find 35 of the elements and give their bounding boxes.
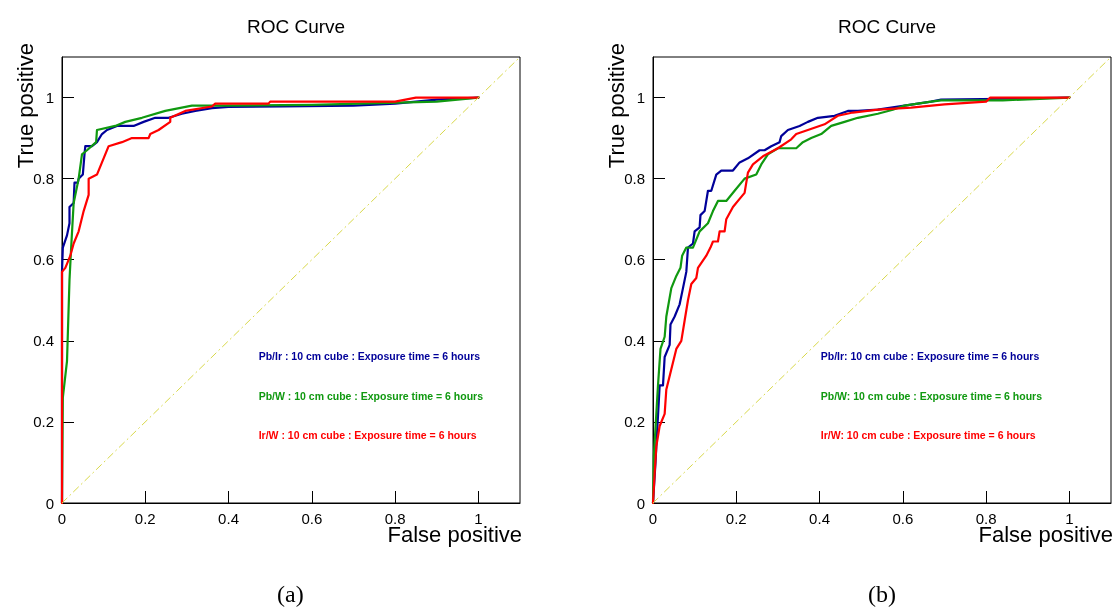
chart-title: ROC Curve [837,16,937,37]
y-axis-title: True positive [603,43,629,169]
y-tick-label: 0.2 [33,413,54,431]
x-tick-label: 0.6 [892,510,914,527]
text: Pb/W: 10 cm cube : Exposure time = 6 hours [820,389,1043,402]
x-tick-label: 0.4 [809,510,830,527]
y-tick-label: 1 [636,89,645,107]
y-tick-label: 0.6 [624,251,645,269]
x-tick-label: 0.6 [301,510,323,527]
y-tick-label: 0.4 [33,332,54,350]
y-tick-label: 0.2 [624,413,645,431]
text: Ir/W : 10 cm cube : Exposure time = 6 hours [258,429,477,441]
chart-title: ROC Curve [246,16,346,37]
x-tick-label: 0.2 [725,510,747,527]
y-tick-label: 0.6 [33,251,54,269]
text: (b) [868,581,896,607]
x-tick-label: 1 [474,510,483,527]
y-tick-label: 0.8 [33,170,54,188]
text: Pb/Ir : 10 cm cube : Exposure time = 6 hours [258,350,481,362]
text: (a) [277,581,304,607]
line-series [651,96,1071,505]
x-tick-label: 0.2 [134,510,156,527]
x-tick-label: 1 [1065,510,1074,527]
text: Pb/Ir: 10 cm cube : Exposure time = 6 hours [820,350,1040,362]
x-tick-label: 0 [57,510,67,527]
y-tick-label: 0 [636,494,645,512]
y-tick-label: 1 [45,89,54,107]
text: Ir/W: 10 cm cube : Exposure time = 6 hours [820,429,1036,441]
y-tick-label: 0.8 [624,170,645,188]
x-tick-label: 0 [648,510,658,527]
y-tick-label: 0.4 [624,332,645,350]
x-tick-label: 0.4 [218,510,239,527]
y-tick-label: 0 [45,494,54,512]
y-axis-title: True positive [12,43,38,169]
text: Pb/W : 10 cm cube : Exposure time = 6 hours [258,389,484,402]
